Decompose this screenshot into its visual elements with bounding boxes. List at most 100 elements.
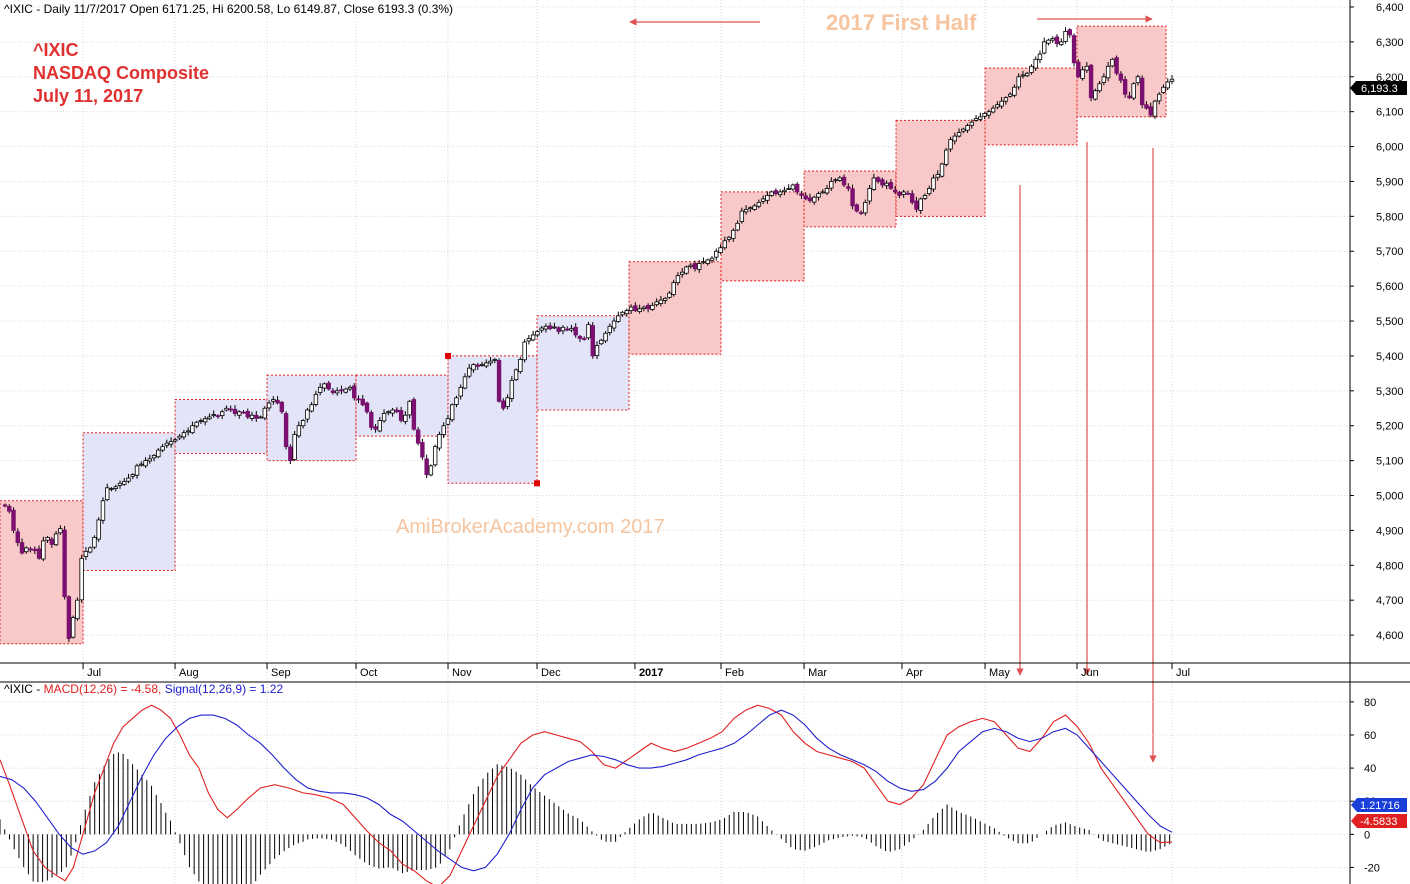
candle <box>326 381 331 391</box>
candle <box>335 387 340 396</box>
candle <box>373 423 378 433</box>
candle <box>394 407 400 414</box>
candle-body-up <box>731 229 736 239</box>
candle <box>841 174 847 188</box>
candle <box>479 361 485 367</box>
candle <box>1161 84 1166 94</box>
candle-body-up <box>752 205 757 210</box>
candle-body-down <box>582 338 587 340</box>
candle-body-up <box>705 259 710 264</box>
candle-body-up <box>782 189 787 192</box>
candle <box>211 410 216 418</box>
candle <box>577 334 583 342</box>
candle-body-up <box>667 292 672 298</box>
candle <box>680 267 685 278</box>
candle <box>961 127 966 134</box>
candle <box>650 302 655 311</box>
candle-body-down <box>245 411 250 418</box>
macd-tick-label: -20 <box>1364 862 1380 874</box>
candle-body-down <box>633 305 638 311</box>
candle <box>1165 78 1170 91</box>
candle <box>113 484 118 492</box>
candle-body-up <box>722 240 727 249</box>
price-tick-label: 5,300 <box>1376 386 1404 398</box>
candle-body-up <box>117 482 123 486</box>
candle <box>935 170 940 181</box>
candle <box>888 179 894 190</box>
candle <box>75 597 80 621</box>
candle <box>1093 88 1098 101</box>
candle <box>999 97 1004 109</box>
price-header: ^IXIC - Daily 11/7/2017 Open 6171.25, Hi… <box>4 2 453 16</box>
selection-handle <box>445 352 452 359</box>
candle-body-down <box>799 193 804 196</box>
candle-body-down <box>692 263 698 270</box>
candle <box>607 323 612 336</box>
candle-body-up <box>70 617 76 638</box>
candle-body-up <box>620 311 625 316</box>
candle <box>786 184 791 190</box>
candle-body-down <box>373 426 378 430</box>
candle <box>28 546 33 553</box>
macd-value-text: -4.5833 <box>1360 816 1397 828</box>
candle <box>432 444 438 467</box>
candle <box>1118 71 1124 84</box>
candle <box>1101 73 1107 86</box>
candle <box>83 547 89 561</box>
candle-body-up <box>837 177 842 181</box>
candle-body-up <box>151 454 157 459</box>
candle <box>948 136 953 152</box>
candle-body-up <box>147 458 153 462</box>
macd-header-ticker: ^IXIC - <box>4 682 44 696</box>
candle <box>569 324 574 333</box>
candle-body-up <box>432 446 438 466</box>
candle <box>386 410 391 416</box>
candle <box>897 190 902 199</box>
candle <box>156 448 161 459</box>
month-label: Nov <box>452 667 472 679</box>
price-tick-label: 4,700 <box>1376 595 1404 607</box>
candle-body-up <box>935 174 940 178</box>
candle-body-up <box>471 364 476 371</box>
candle-body-down <box>424 458 429 475</box>
candle-body-down <box>1148 106 1153 116</box>
candle <box>807 193 813 203</box>
candle-body-up <box>956 132 962 137</box>
candle <box>220 409 225 420</box>
macd-tick-label: 0 <box>1364 829 1370 841</box>
candle-body-down <box>1144 104 1149 109</box>
candle <box>509 376 515 402</box>
candle-body-up <box>833 179 838 182</box>
candle-body-up <box>1152 100 1158 117</box>
candle-body-up <box>1165 81 1170 89</box>
candle <box>322 382 327 392</box>
candle-body-up <box>1042 41 1047 54</box>
candle-body-up <box>662 297 668 301</box>
candle-body-up <box>995 104 1000 108</box>
candle <box>931 174 936 192</box>
candle <box>628 304 634 315</box>
candle <box>53 531 59 547</box>
candle-body-up <box>624 310 630 315</box>
candle-body-up <box>1007 93 1013 97</box>
macd-header-prefix: ^IXIC - MACD(12,26) = -4.58, Signal(12,2… <box>4 682 283 696</box>
candle <box>1144 101 1149 110</box>
candle <box>1029 64 1034 75</box>
candle-body-up <box>45 536 50 541</box>
candle <box>262 406 268 421</box>
candle <box>49 537 55 548</box>
candle <box>467 363 472 379</box>
candle <box>611 317 617 332</box>
ticker-label: ^IXIC <box>33 40 79 60</box>
candle <box>496 358 502 403</box>
candle-body-down <box>577 335 583 339</box>
candle <box>658 295 664 307</box>
candle-body-down <box>590 325 595 357</box>
candle-body-up <box>122 481 127 485</box>
candle-body-up <box>901 191 906 195</box>
candle-body-up <box>173 439 178 442</box>
macd-line <box>0 704 1173 884</box>
